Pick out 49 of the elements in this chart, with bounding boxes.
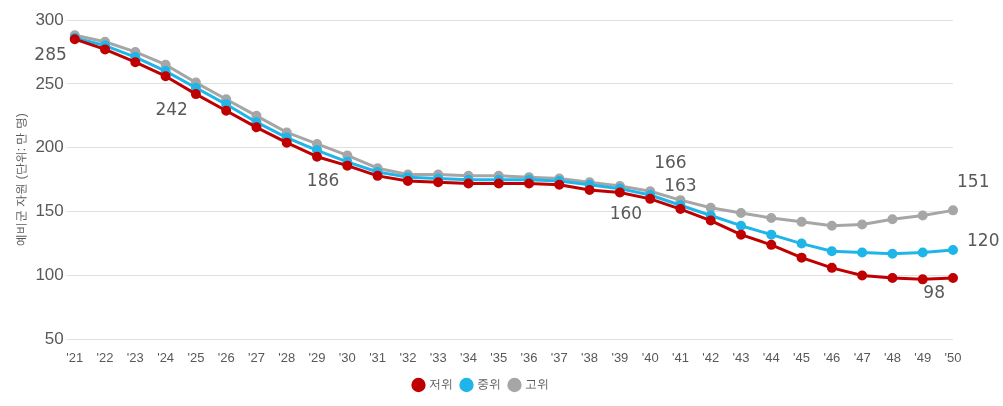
x-tick-label: '31 [369,349,387,365]
x-tick-label: '33 [429,349,447,365]
data-label: 98 [923,282,945,303]
x-tick-label: '32 [399,349,417,365]
x-tick-label: '22 [96,349,114,365]
data-label: 166 [654,151,687,172]
x-tick-label: '35 [490,349,508,365]
x-tick-label: '28 [278,349,296,365]
data-label: 151 [957,170,990,191]
y-tick-label: 100 [35,265,64,285]
x-tick-label: '24 [157,349,175,365]
x-tick-label: '42 [702,349,720,365]
x-tick-label: '26 [217,349,235,365]
legend-label: 고위 [524,377,549,392]
x-tick-label: '48 [883,349,901,365]
x-tick-label: '36 [520,349,538,365]
data-label: 186 [306,170,340,191]
x-tick-label: '47 [853,349,871,365]
x-tick-label: '29 [308,349,326,365]
x-tick-label: '46 [823,349,841,365]
legend-label: 저위 [428,377,453,392]
x-tick-label: '23 [126,349,144,365]
x-tick-label: '37 [550,349,568,365]
x-tick-label: '27 [247,349,265,365]
y-tick-label: 200 [35,137,64,157]
x-tick-label: '38 [581,349,599,365]
y-tick-label: 300 [35,9,64,29]
y-tick-label: 50 [44,329,64,349]
x-tick-label: '50 [944,349,962,365]
data-label: 160 [609,203,643,224]
y-axis-title: 예비군 자원 (단위: 만 명) [13,113,28,247]
data-label: 242 [155,98,188,119]
data-label: 285 [34,43,67,64]
x-tick-label: '40 [641,349,659,365]
data-label: 163 [664,175,697,196]
x-tick-label: '44 [762,349,780,365]
x-tick-label: '25 [187,349,205,365]
x-tick-label: '30 [338,349,356,365]
x-tick-label: '45 [793,349,811,365]
x-tick-label: '34 [459,349,477,365]
data-label: 120 [967,230,1000,251]
legend-label: 중위 [476,377,501,392]
x-tick-label: '43 [732,349,750,365]
x-tick-label: '41 [671,349,689,365]
x-tick-label: '21 [66,349,84,365]
x-tick-label: '39 [611,349,629,365]
y-tick-label: 150 [35,201,64,221]
x-tick-label: '49 [914,349,932,365]
y-tick-label: 250 [35,73,64,93]
